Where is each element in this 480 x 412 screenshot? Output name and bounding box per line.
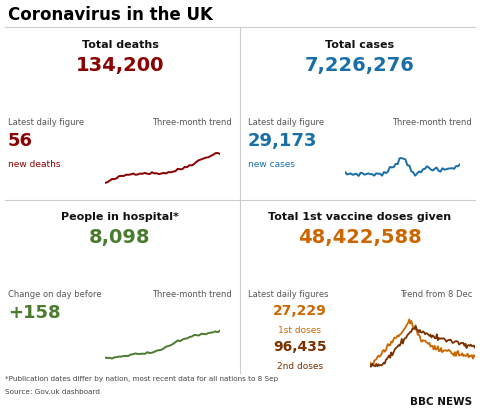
- Text: 8,098: 8,098: [89, 228, 151, 247]
- Text: new deaths: new deaths: [8, 160, 60, 169]
- Text: Trend from 8 Dec: Trend from 8 Dec: [400, 290, 472, 299]
- Text: 56: 56: [8, 132, 33, 150]
- Text: People in hospital*: People in hospital*: [61, 212, 179, 222]
- Text: Total deaths: Total deaths: [82, 40, 158, 50]
- Text: BBC NEWS: BBC NEWS: [410, 397, 472, 407]
- Text: 29,173: 29,173: [248, 132, 317, 150]
- Text: Three-month trend: Three-month trend: [152, 290, 232, 299]
- Text: *Publication dates differ by nation, most recent data for all nations to 8 Sep: *Publication dates differ by nation, mos…: [5, 376, 278, 382]
- Text: 96,435: 96,435: [273, 340, 327, 354]
- Text: Latest daily figure: Latest daily figure: [8, 118, 84, 127]
- Text: 1st doses: 1st doses: [278, 326, 322, 335]
- Text: Three-month trend: Three-month trend: [392, 118, 472, 127]
- Text: 134,200: 134,200: [76, 56, 164, 75]
- Text: +158: +158: [8, 304, 60, 322]
- Text: 48,422,588: 48,422,588: [298, 228, 422, 247]
- Text: Three-month trend: Three-month trend: [152, 118, 232, 127]
- Text: Change on day before: Change on day before: [8, 290, 102, 299]
- Text: Total cases: Total cases: [325, 40, 395, 50]
- Text: new cases: new cases: [248, 160, 295, 169]
- Text: Latest daily figures: Latest daily figures: [248, 290, 328, 299]
- Text: Source: Gov.uk dashboard: Source: Gov.uk dashboard: [5, 389, 100, 395]
- Text: Total 1st vaccine doses given: Total 1st vaccine doses given: [268, 212, 452, 222]
- Text: 27,229: 27,229: [273, 304, 327, 318]
- Text: 2nd doses: 2nd doses: [277, 362, 323, 371]
- Text: 7,226,276: 7,226,276: [305, 56, 415, 75]
- Text: Coronavirus in the UK: Coronavirus in the UK: [8, 6, 213, 24]
- Text: Latest daily figure: Latest daily figure: [248, 118, 324, 127]
